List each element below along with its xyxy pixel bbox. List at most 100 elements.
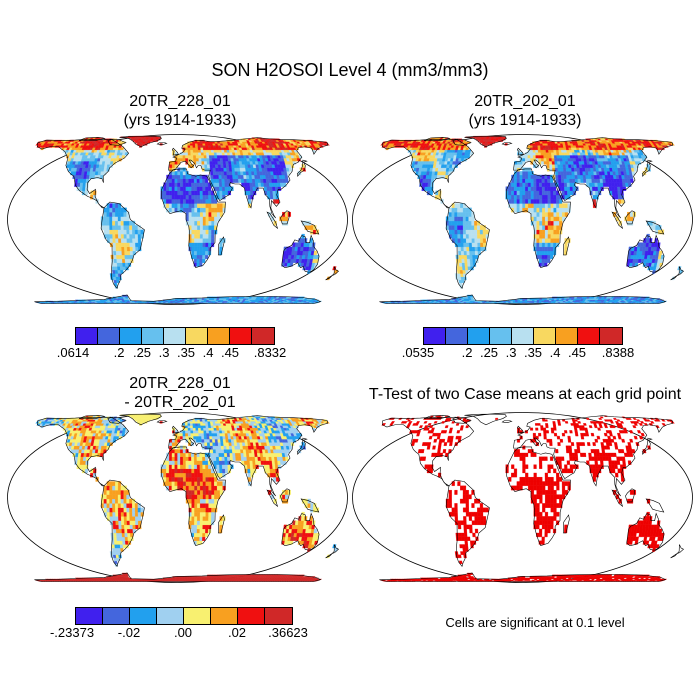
grid-cell — [137, 242, 142, 247]
grid-cell — [537, 141, 541, 144]
grid-cell — [194, 225, 198, 230]
grid-cell — [118, 254, 123, 260]
grid-cell — [171, 182, 175, 187]
grid-cell — [522, 199, 526, 204]
grid-cell — [272, 194, 277, 200]
grid-cell — [561, 190, 565, 196]
grid-cell — [112, 242, 117, 247]
grid-cell — [615, 194, 619, 200]
grid-cell — [464, 262, 468, 267]
grid-cell — [469, 254, 473, 260]
grid-cell — [191, 212, 195, 217]
grid-cell — [538, 155, 542, 159]
grid-cell — [594, 186, 599, 191]
grid-cell — [527, 157, 531, 162]
grid-cell — [177, 186, 181, 191]
grid-cell — [171, 207, 175, 213]
grid-cell — [313, 225, 317, 230]
grid-cell — [114, 262, 118, 267]
grid-cell — [541, 250, 545, 256]
grid-cell — [457, 242, 462, 247]
grid-cell — [200, 149, 204, 153]
grid-cell — [249, 182, 253, 187]
grid-cell — [545, 145, 549, 148]
grid-cell — [168, 190, 173, 196]
grid-cell — [640, 242, 644, 247]
grid-cell — [228, 167, 233, 172]
grid-cell — [182, 167, 186, 172]
grid-cell — [199, 225, 204, 230]
grid-cell — [553, 203, 557, 208]
grid-cell — [550, 194, 554, 200]
grid-cell — [558, 199, 563, 204]
grid-cell — [545, 147, 549, 151]
grid-cell — [206, 155, 210, 159]
grid-cell — [540, 149, 544, 153]
grid-cell — [559, 212, 563, 217]
grid-cell — [205, 229, 209, 235]
grid-cell — [530, 194, 534, 200]
grid-cell — [224, 190, 229, 196]
grid-cell — [123, 207, 127, 213]
grid-cell — [257, 182, 262, 187]
grid-cell — [202, 216, 206, 222]
grid-cell — [511, 203, 515, 208]
grid-cell — [530, 149, 534, 153]
grid-cell — [454, 225, 458, 230]
grid-cell — [469, 250, 473, 256]
grid-cell — [211, 155, 215, 159]
grid-cell — [536, 186, 540, 191]
grid-cell — [227, 186, 231, 191]
grid-cell — [112, 233, 116, 239]
grid-cell — [129, 225, 133, 230]
grid-cell — [525, 182, 529, 187]
grid-cell — [210, 171, 214, 176]
grid-cell — [263, 186, 268, 191]
grid-cell — [185, 155, 189, 159]
grid-cell — [218, 171, 222, 176]
grid-cell — [568, 164, 572, 168]
grid-cell — [460, 207, 464, 213]
coastline-northAmerica — [36, 138, 130, 209]
grid-cell — [118, 233, 122, 239]
grid-cell — [544, 186, 548, 191]
grid-cell — [465, 220, 469, 226]
grid-cell — [199, 250, 203, 256]
grid-cell — [551, 152, 555, 156]
grid-cell — [180, 186, 184, 191]
grid-cell — [536, 212, 540, 217]
grid-cell — [522, 186, 526, 191]
grid-cell — [549, 178, 554, 183]
grid-cell — [539, 186, 543, 191]
grid-cell — [169, 167, 173, 172]
grid-cell — [555, 174, 559, 179]
grid-cell — [460, 212, 464, 217]
grid-cell — [185, 212, 189, 217]
grid-cell — [547, 220, 551, 226]
grid-cell — [205, 145, 209, 148]
grid-cell — [84, 190, 89, 196]
grid-cell — [547, 229, 551, 235]
grid-cell — [536, 207, 540, 213]
grid-cell — [627, 220, 631, 226]
grid-cell — [592, 186, 596, 191]
grid-cell — [132, 225, 136, 230]
grid-cell — [199, 207, 204, 213]
coastline-sumatra — [611, 211, 624, 230]
grid-cell — [560, 167, 564, 172]
coastline-newZealand — [325, 266, 340, 281]
grid-cell — [199, 254, 203, 260]
grid-cell — [191, 233, 195, 239]
grid-cell — [495, 139, 499, 142]
grid-cell — [282, 216, 286, 222]
grid-cell — [513, 186, 518, 191]
coastline-madagascar — [217, 236, 225, 256]
grid-cell — [519, 186, 523, 191]
coastline-newZealand — [670, 266, 685, 281]
grid-cell — [550, 246, 554, 252]
grid-cell — [179, 299, 183, 302]
grid-cell — [565, 167, 570, 172]
grid-cell — [188, 220, 192, 226]
grid-cell — [247, 190, 251, 196]
grid-cell — [192, 152, 197, 156]
